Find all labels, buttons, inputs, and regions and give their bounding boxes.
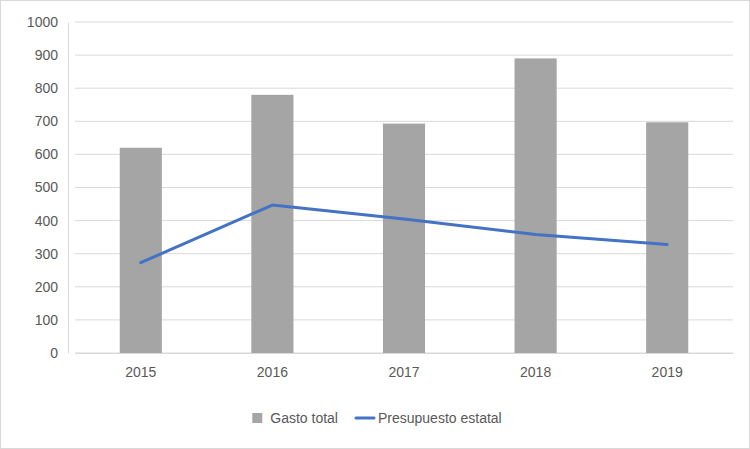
y-axis: 0 100 200 300 400 500 600 700 800 900 1000 <box>27 14 69 361</box>
x-tick: 2017 <box>388 364 419 380</box>
grid-line <box>75 55 733 56</box>
y-tick-label: 200 <box>35 279 59 295</box>
y-tick: 0 <box>50 345 58 361</box>
y-tick-label: 900 <box>35 47 59 63</box>
y-tick: 900 <box>35 47 59 63</box>
bar <box>120 148 162 353</box>
x-tick-label: 2015 <box>125 364 156 380</box>
legend-swatch <box>252 413 262 423</box>
y-tick-label: 700 <box>35 113 59 129</box>
y-tick-label: 800 <box>35 80 59 96</box>
x-tick: 2018 <box>520 364 551 380</box>
y-tick-label: 1000 <box>27 14 58 30</box>
y-tick-label: 600 <box>35 146 59 162</box>
y-tick-label: 100 <box>35 312 59 328</box>
y-tick: 200 <box>35 279 59 295</box>
y-tick-label: 400 <box>35 213 59 229</box>
grid-line <box>75 121 733 122</box>
x-tick-label: 2016 <box>257 364 288 380</box>
legend-swatch <box>356 417 374 420</box>
chart: 0 100 200 300 400 500 600 700 800 900 1000 2015 2016… <box>0 0 750 449</box>
y-tick-label: 0 <box>50 345 58 361</box>
x-tick-label: 2019 <box>652 364 683 380</box>
y-tick: 100 <box>35 312 59 328</box>
y-tick: 300 <box>35 246 59 262</box>
x-tick-label: 2018 <box>520 364 551 380</box>
line <box>141 205 667 263</box>
y-tick: 800 <box>35 80 59 96</box>
y-tick: 500 <box>35 179 59 195</box>
bar <box>646 122 688 353</box>
legend-label: Gasto total <box>270 410 338 426</box>
y-tick: 400 <box>35 213 59 229</box>
y-tick: 700 <box>35 113 59 129</box>
x-tick: 2019 <box>652 364 683 380</box>
y-tick: 1000 <box>27 14 58 30</box>
y-tick-label: 300 <box>35 246 59 262</box>
legend: Gasto total Presupuesto estatal <box>252 410 501 426</box>
legend-item: Gasto total <box>252 410 338 426</box>
y-tick: 600 <box>35 146 59 162</box>
x-axis-line <box>76 353 734 354</box>
x-tick: 2016 <box>257 364 288 380</box>
y-axis-line <box>68 23 69 354</box>
line-area <box>141 205 667 263</box>
y-tick-label: 500 <box>35 179 59 195</box>
bar <box>515 58 557 353</box>
x-tick-label: 2017 <box>388 364 419 380</box>
x-tick: 2015 <box>125 364 156 380</box>
grid <box>75 22 733 353</box>
plot-area <box>120 58 689 353</box>
grid-line <box>75 88 733 89</box>
bar <box>383 124 425 353</box>
legend-label: Presupuesto estatal <box>378 410 502 426</box>
legend-item: Presupuesto estatal <box>356 410 502 426</box>
chart-frame <box>1 1 750 449</box>
x-axis: 2015 2016 2017 2018 2019 <box>76 354 734 380</box>
bar <box>251 95 293 353</box>
grid-line <box>75 22 733 23</box>
